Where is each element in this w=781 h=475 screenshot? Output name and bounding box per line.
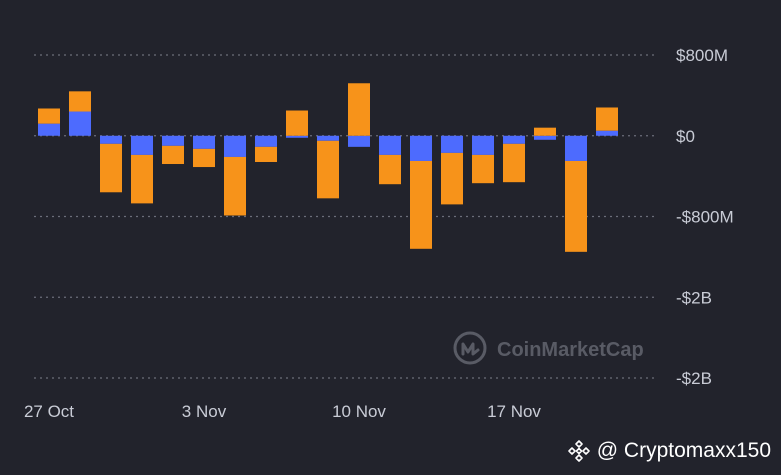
bar-segment-orange [38,108,60,124]
bar-segment-blue [193,135,215,149]
bar-segment-orange [534,127,556,136]
bar-segment-blue [131,135,153,155]
bar-segment-orange [565,160,587,252]
y-tick-label: $800M [676,46,728,65]
bar-segment-orange [286,110,308,136]
bar-segment-orange [255,146,277,162]
bar-segment-blue [472,135,494,155]
bar-segment-orange [131,154,153,204]
binance-logo-icon [567,440,590,462]
x-tick-label: 3 Nov [182,402,227,421]
bar-segment-blue [441,135,463,153]
bar-segment-blue [596,130,618,136]
bar-segment-orange [100,143,122,193]
bar-segment-blue [69,111,91,136]
x-axis-ticks: 27 Oct 3 Nov 10 Nov 17 Nov [24,402,541,421]
y-tick-label: $0 [676,127,695,146]
bar-segment-blue [410,135,432,161]
watermark-text: CoinMarketCap [497,339,644,361]
bar-segment-orange [472,154,494,184]
credit: @ Cryptomaxx150 [567,439,771,463]
bar-segment-blue [379,135,401,155]
y-tick-label: -$2B [676,288,712,307]
bar-segment-orange [503,143,525,183]
y-axis-ticks: $800M $0 -$800M -$2B -$2B [676,46,734,388]
bar-segment-blue [286,135,308,138]
bar-segment-orange [596,107,618,131]
bar-segment-orange [348,83,370,136]
coinmarketcap-logo-icon [453,331,487,365]
bar-segment-blue [100,135,122,144]
bar-segment-blue [38,123,60,136]
grid-lines [34,54,655,379]
bars [38,83,618,252]
bar-segment-blue [534,135,556,140]
bar-segment-orange [317,140,339,199]
bar-segment-blue [503,135,525,144]
watermark: CoinMarketCap [453,331,644,365]
bar-segment-orange [193,148,215,168]
bar-segment-orange [379,154,401,185]
bar-segment-blue [162,135,184,146]
x-tick-label: 27 Oct [24,402,74,421]
bar-segment-orange [69,91,91,112]
credit-text: @ Cryptomaxx150 [596,439,771,462]
bar-segment-blue [224,135,246,157]
x-tick-label: 10 Nov [332,402,386,421]
y-tick-label: -$2B [676,369,712,388]
bar-segment-blue [317,135,339,141]
x-tick-label: 17 Nov [487,402,541,421]
bar-segment-orange [410,160,432,249]
bar-segment-blue [348,135,370,147]
bar-segment-orange [162,145,184,165]
bar-segment-orange [441,152,463,205]
y-tick-label: -$800M [676,208,734,227]
bar-segment-blue [565,135,587,161]
bar-segment-blue [255,135,277,147]
bar-segment-orange [224,156,246,216]
